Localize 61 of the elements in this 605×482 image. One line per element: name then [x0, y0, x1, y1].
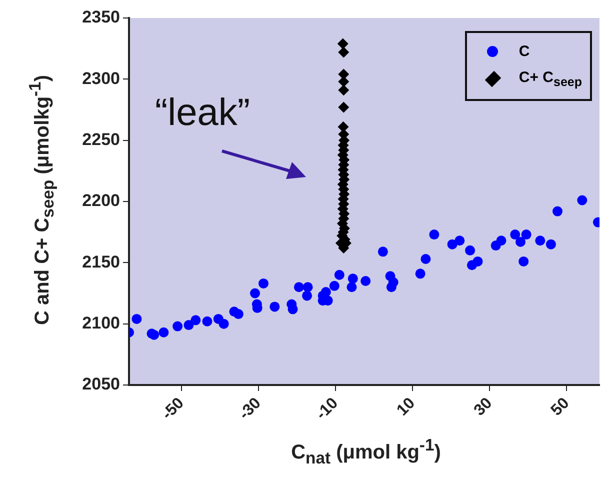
point	[552, 206, 562, 216]
point	[218, 318, 229, 329]
point	[338, 84, 350, 96]
point	[132, 314, 142, 324]
point	[302, 282, 313, 292]
point	[348, 274, 358, 284]
point	[454, 236, 465, 246]
point	[270, 302, 280, 312]
annotation: “leak”	[155, 92, 250, 135]
y-tick-label: 2350	[82, 8, 120, 27]
y-tick-label: 2250	[82, 130, 120, 150]
point	[334, 270, 344, 280]
point	[338, 46, 350, 58]
point	[465, 245, 476, 256]
point	[496, 236, 506, 246]
point	[288, 304, 298, 314]
x-tick-label: 50	[548, 394, 573, 420]
point	[250, 288, 260, 298]
x-tick-label: -50	[158, 394, 188, 424]
point	[184, 320, 194, 330]
point	[338, 76, 350, 88]
point	[320, 287, 331, 298]
y-tick-label: 2300	[82, 68, 120, 88]
point	[546, 239, 556, 250]
legend-label: C	[518, 42, 530, 60]
point	[386, 282, 396, 292]
point	[149, 330, 160, 340]
point	[190, 315, 201, 326]
point	[466, 260, 477, 270]
point	[415, 268, 426, 279]
point	[233, 309, 244, 320]
y-tick-label: 2200	[82, 191, 120, 210]
point	[420, 254, 431, 264]
y-tick-label: 2050	[82, 374, 120, 394]
x-tick-label: -30	[236, 394, 264, 424]
point	[346, 282, 357, 292]
point	[360, 276, 371, 286]
y-tick-label: 2100	[82, 314, 120, 333]
point	[294, 282, 304, 292]
x-axis-title: C$_{nat}$ (μmol kg$^{-1}$)	[291, 436, 441, 468]
point	[518, 256, 529, 266]
point	[577, 195, 588, 206]
point	[337, 38, 348, 50]
point	[329, 280, 340, 291]
point	[202, 316, 212, 326]
point	[302, 290, 312, 301]
point	[338, 102, 350, 113]
legend-label: C+ C$_{seep}$	[518, 69, 582, 89]
y-tick-label: 2150	[82, 252, 120, 272]
point	[516, 236, 526, 247]
point	[510, 230, 520, 240]
point	[521, 230, 532, 240]
point	[378, 246, 388, 257]
point	[535, 236, 546, 246]
point	[172, 321, 183, 332]
x-tick-label: -10	[313, 394, 342, 424]
x-tick-label: 30	[471, 394, 496, 420]
point	[158, 327, 169, 338]
point	[429, 230, 440, 240]
point	[258, 278, 268, 288]
x-tick-label: 10	[394, 394, 419, 420]
